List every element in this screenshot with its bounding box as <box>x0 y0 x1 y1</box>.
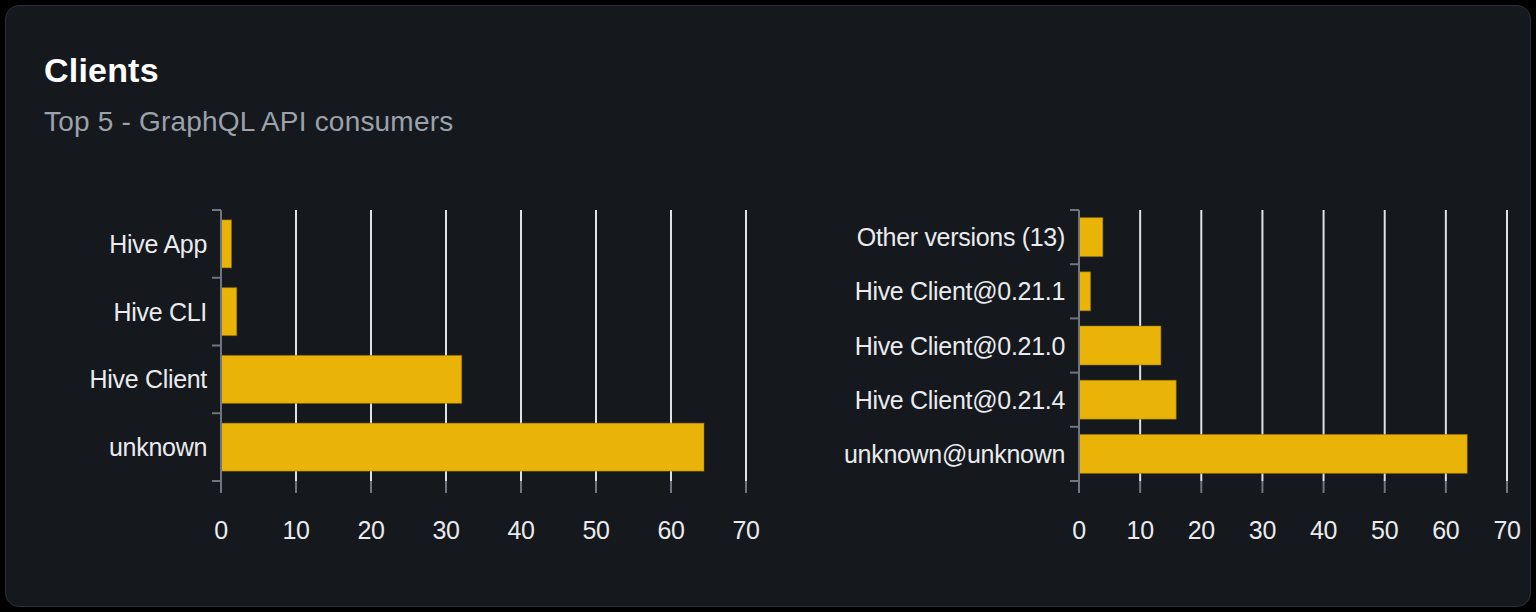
category-label-hive-cli: Hive CLI <box>114 298 207 326</box>
bar-unknown[interactable] <box>221 423 704 471</box>
x-tick-label: 0 <box>1072 516 1086 544</box>
client-versions-bar-chart: 0 10 20 30 40 50 60 70 Other versions (13) Hive C… <box>836 196 1536 546</box>
x-tick-label: 60 <box>1432 516 1459 544</box>
x-tick-label: 60 <box>657 516 684 544</box>
category-label-hive-client-0-21-4: Hive Client@0.21.4 <box>855 386 1066 414</box>
x-tick-label: 30 <box>1249 516 1276 544</box>
x-tick-label: 30 <box>432 516 459 544</box>
x-tick-label: 40 <box>1310 516 1337 544</box>
x-tick-label: 50 <box>1371 516 1398 544</box>
x-tick-label: 70 <box>1493 516 1520 544</box>
x-tick-label: 10 <box>282 516 309 544</box>
bar-other-versions-13[interactable] <box>1079 218 1103 257</box>
bar-hive-client[interactable] <box>221 355 462 403</box>
bar-hive-cli[interactable] <box>221 288 237 336</box>
page-background: Clients Top 5 - GraphQL API consumers 0 1… <box>0 0 1536 612</box>
clients-card: Clients Top 5 - GraphQL API consumers 0 1… <box>5 5 1531 607</box>
category-label-hive-client-0-21-0: Hive Client@0.21.0 <box>855 332 1065 360</box>
x-tick-label: 0 <box>214 516 228 544</box>
bar-hive-client-0-21-0[interactable] <box>1079 326 1161 365</box>
category-label-other-versions-13: Other versions (13) <box>857 223 1065 251</box>
card-title: Clients <box>44 51 159 90</box>
x-tick-label: 70 <box>732 516 759 544</box>
x-tick-label: 20 <box>357 516 384 544</box>
x-tick-label: 50 <box>582 516 609 544</box>
category-label-unknown-unknown: unknown@unknown <box>844 440 1065 468</box>
category-label-hive-app: Hive App <box>109 230 207 258</box>
bar-hive-client-0-21-4[interactable] <box>1079 380 1176 419</box>
bar-unknown-unknown[interactable] <box>1079 434 1467 473</box>
x-tick-label: 20 <box>1188 516 1215 544</box>
clients-bar-chart: 0 10 20 30 40 50 60 70 Hive App Hive CLI Hive Clie… <box>91 196 771 546</box>
category-label-unknown: unknown <box>109 433 207 461</box>
bar-hive-client-0-21-1[interactable] <box>1079 272 1091 311</box>
x-tick-label: 40 <box>507 516 534 544</box>
category-label-hive-client-0-21-1: Hive Client@0.21.1 <box>855 277 1065 305</box>
bar-hive-app[interactable] <box>221 220 232 268</box>
category-label-hive-client: Hive Client <box>89 365 207 393</box>
card-subtitle: Top 5 - GraphQL API consumers <box>44 106 453 138</box>
x-tick-label: 10 <box>1127 516 1154 544</box>
